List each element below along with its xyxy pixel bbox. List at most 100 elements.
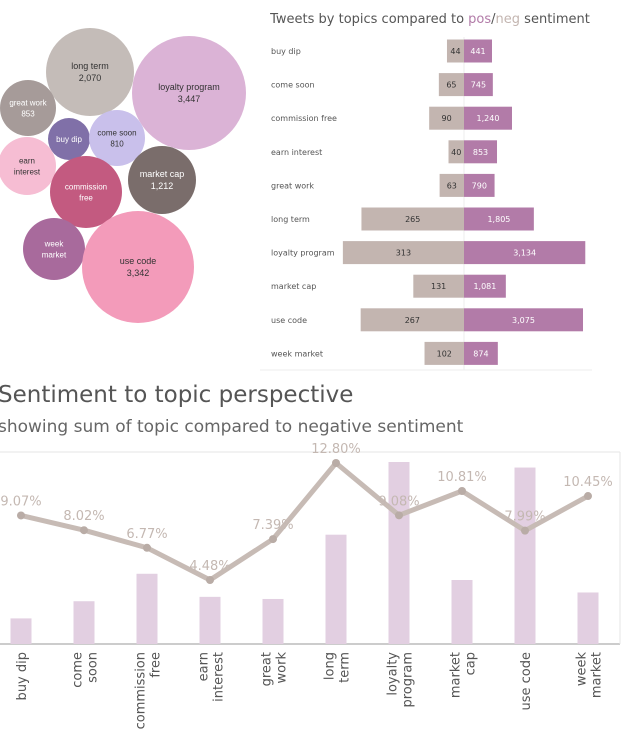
pct-label-loyalty-program: 9.08% [378,494,419,509]
bubble-label-long-term: long term 2,070 [71,61,109,83]
diverging-bar-chart: Tweets by topics compared to pos/neg sen… [260,12,592,371]
pos-bar-week-market [464,341,498,365]
category-label-long-term: long term [271,215,310,224]
neg-value-come-soon: 65 [446,81,456,90]
pct-label-market-cap: 10.81% [437,470,487,485]
x-label-week-market: weekmarket [575,652,605,699]
neg-bar-buy-dip [446,39,464,63]
perspective-bar-buy-dip [10,618,32,644]
neg-bar-commission-free [429,106,464,130]
neg-bar-long-term [361,207,464,231]
bubble-loyalty-program [132,36,246,150]
bubble-label-great-work: great work 853 [9,98,47,118]
category-label-market-cap: market cap [271,282,316,291]
bubble-great-work [0,80,56,136]
neg-bar-come-soon [438,73,464,97]
pos-value-commission-free: 1,240 [477,114,500,123]
neg-value-buy-dip: 44 [450,47,460,56]
neg-value-commission-free: 90 [441,114,451,123]
perspective-bar-earn-interest [199,596,221,644]
neg-bar-loyalty-program [342,241,464,265]
pct-label-long-term: 12.80% [311,442,361,457]
category-label-great-work: great work [271,181,314,190]
pos-value-use-code: 3,075 [512,316,535,325]
bubble-long-term [46,28,134,116]
category-label-use-code: use code [271,316,307,325]
perspective-heading: Sentiment to topic perspective [0,382,354,408]
bubble-earn-interest [0,137,56,195]
bubble-come-soon [89,110,145,166]
line-point-great-work [269,535,277,544]
category-label-come-soon: come soon [271,81,315,90]
perspective-bar-week-market [577,592,599,644]
neg-bar-market-cap [413,274,464,298]
pos-bar-market-cap [464,274,506,298]
category-label-buy-dip: buy dip [271,47,301,56]
neg-value-use-code: 267 [405,316,420,325]
diverging-chart-title: Tweets by topics compared to pos/neg sen… [269,12,590,27]
perspective-bar-commission-free [136,573,158,644]
pos-value-earn-interest: 853 [473,148,488,157]
category-label-loyalty-program: loyalty program [271,249,335,258]
sentiment-line [18,460,591,583]
perspective-bar-great-work [262,598,284,644]
bubble-label-use-code: use code 3,342 [120,256,157,278]
pos-bar-buy-dip [464,39,492,63]
line-point-week-market [584,492,592,501]
neg-bar-week-market [424,341,464,365]
neg-bar-use-code [360,308,464,332]
bubble-chart: long term 2,070 loyalty program 3,447 great … [0,28,246,323]
bubble-label-loyalty-program: loyalty program 3,447 [158,82,220,104]
pos-bar-earn-interest [464,140,498,164]
line-point-long-term [332,459,340,467]
bubble-label-buy-dip: buy dip [56,135,82,144]
neg-word: neg [496,12,521,27]
perspective-subheading: showing sum of topic compared to negativ… [0,417,464,437]
line-point-come-soon [80,526,88,535]
neg-value-long-term: 265 [405,215,420,224]
pos-bar-come-soon [464,73,493,97]
bubble-market-cap [128,146,196,214]
pos-value-come-soon: 745 [471,81,486,90]
pct-label-use-code: 7.99% [504,510,545,525]
x-label-great-work: greatwork [260,652,290,687]
bubble-label-come-soon: come soon 810 [97,128,136,148]
bubble-label-week-market: week market [42,239,67,259]
bubble-week-market [23,218,85,280]
pos-value-long-term: 1,805 [487,215,510,224]
pos-value-great-work: 790 [472,181,487,190]
bubble-buy-dip [48,118,90,160]
neg-value-great-work: 63 [447,181,457,190]
perspective-bar-use-code [514,467,536,644]
pos-value-week-market: 874 [473,349,488,358]
pct-label-come-soon: 8.02% [63,509,104,524]
x-label-loyalty-program: loyaltyprogram [386,652,416,708]
pos-bar-great-work [464,173,495,197]
category-label-earn-interest: earn interest [271,148,322,157]
neg-bar-earn-interest [448,140,464,164]
pos-value-buy-dip: 441 [470,47,485,56]
x-label-long-term: longterm [323,652,353,683]
neg-value-market-cap: 131 [431,282,446,291]
line-point-commission-free [143,543,151,552]
line-point-earn-interest [206,576,214,584]
x-label-commission-free: commissionfree [134,652,164,729]
bubble-use-code [82,211,194,323]
neg-value-week-market: 102 [437,349,452,358]
perspective-bar-loyalty-program [388,462,410,644]
category-label-week-market: week market [271,349,323,358]
pct-label-buy-dip: 9.07% [0,494,41,509]
bubble-label-commission-free: commission free [65,182,107,202]
pos-value-market-cap: 1,081 [473,282,496,291]
pct-label-commission-free: 6.77% [126,527,167,542]
line-point-loyalty-program [395,511,403,520]
pos-bar-loyalty-program [464,241,586,265]
line-point-use-code [521,526,529,535]
pct-label-earn-interest: 4.48% [189,559,230,574]
line-point-market-cap [458,486,466,495]
x-label-buy-dip: buy dip [15,652,30,700]
pct-label-great-work: 7.39% [252,518,293,533]
bubble-label-market-cap: market cap 1,212 [140,169,185,191]
x-label-use-code: use code [519,652,534,711]
